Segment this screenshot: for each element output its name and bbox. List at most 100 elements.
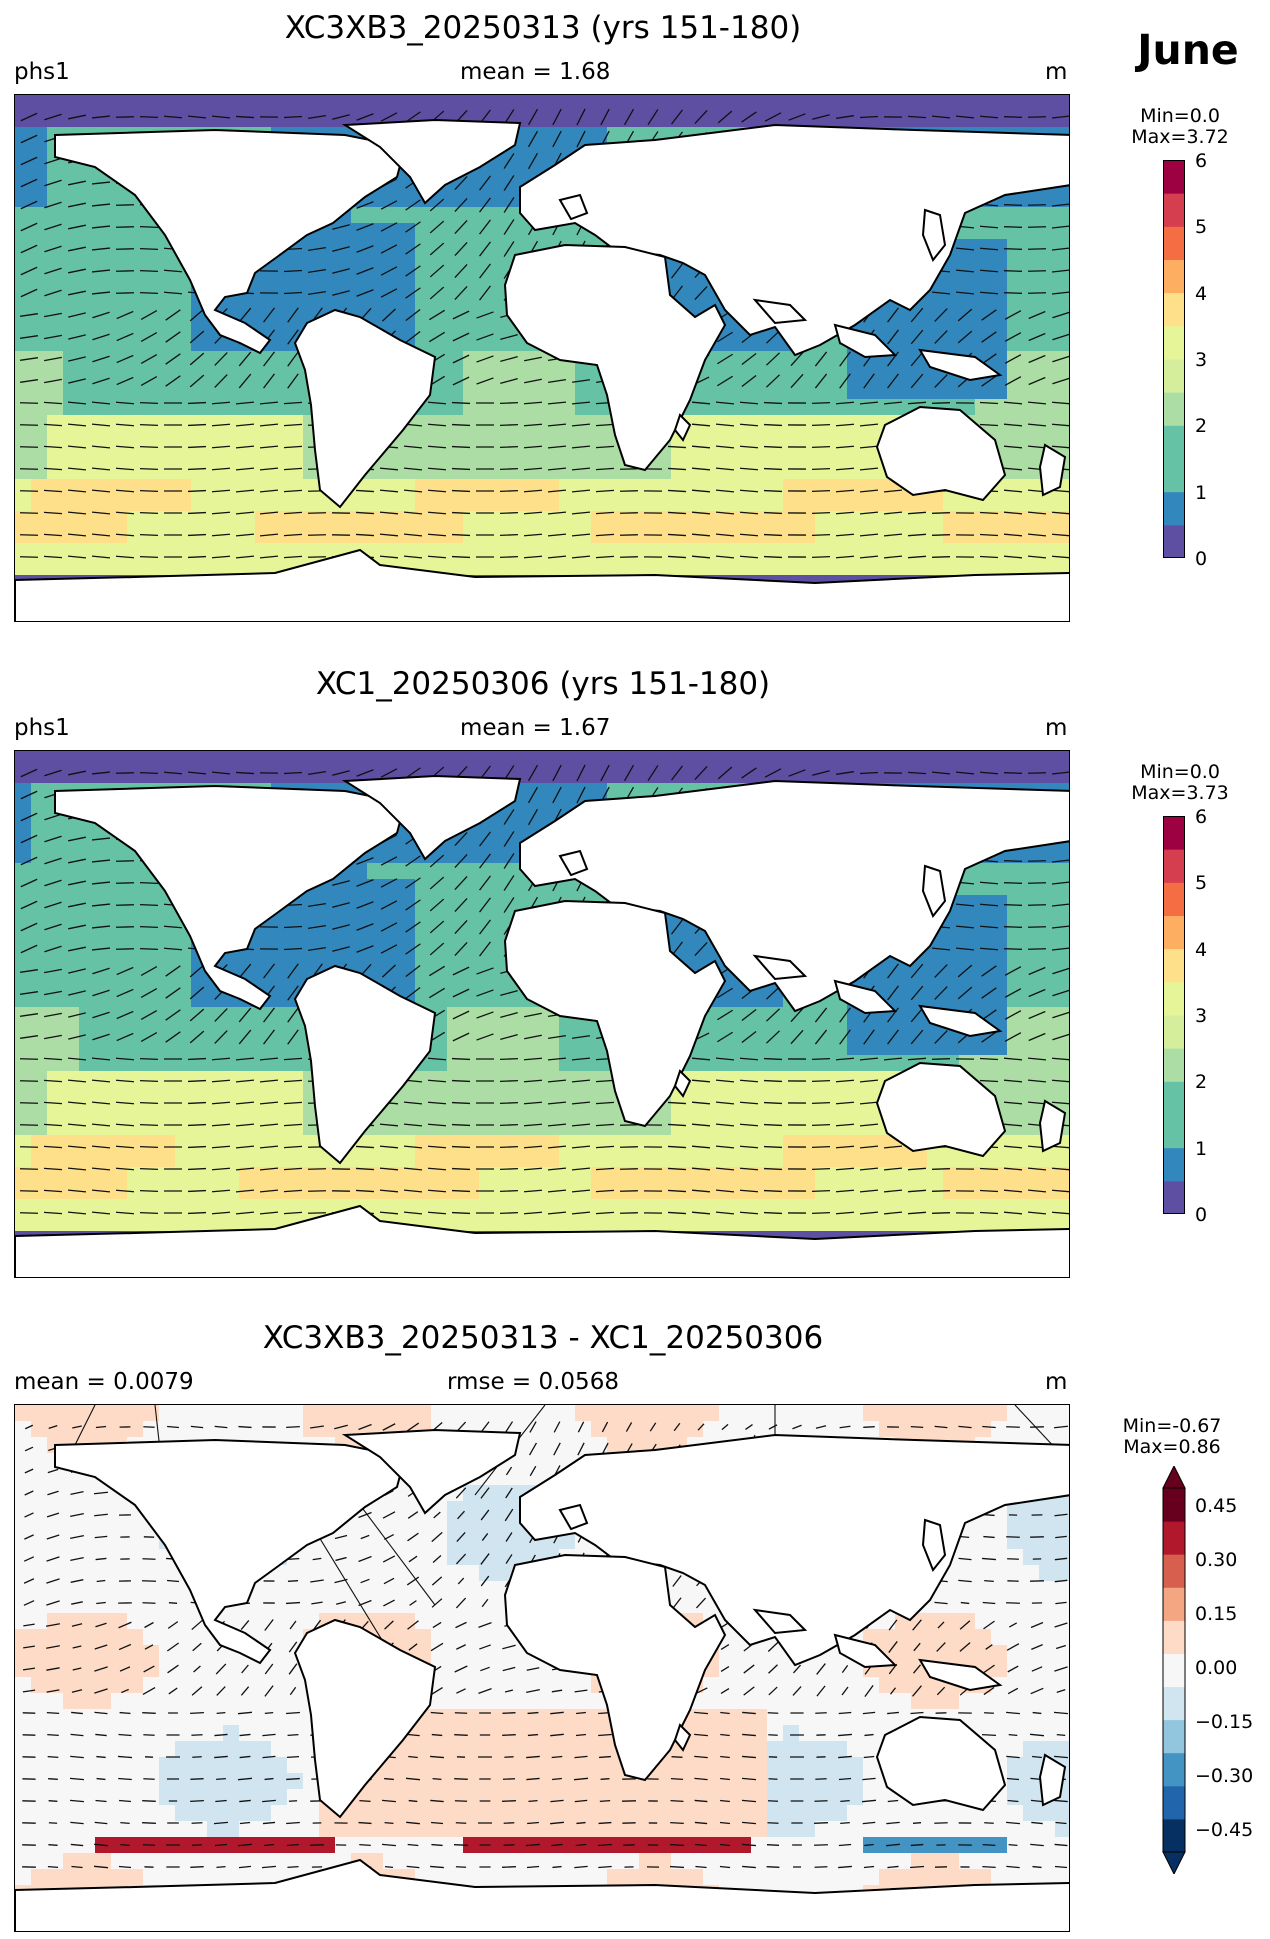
direction-arrow [957, 330, 973, 344]
field-cell [543, 143, 560, 160]
field-cell [895, 335, 912, 352]
field-cell [31, 991, 48, 1008]
direction-arrow [67, 445, 87, 449]
field-cell [607, 95, 624, 112]
field-cell [751, 447, 768, 464]
field-cell [655, 1183, 672, 1200]
field-cell [495, 847, 512, 864]
direction-arrow [524, 356, 542, 362]
field-cell [991, 767, 1008, 784]
direction-arrow [139, 467, 159, 471]
field-cell [415, 863, 432, 880]
field-cell [927, 1167, 944, 1184]
field-cell [335, 751, 352, 768]
field-cell [1007, 863, 1024, 880]
field-cell [607, 527, 624, 544]
field-cell [15, 399, 32, 416]
direction-arrow [405, 199, 421, 211]
field-cell [383, 271, 400, 288]
panel1-tick-2: 2 [1195, 415, 1208, 437]
field-cell [47, 1135, 64, 1152]
field-cell [527, 767, 544, 784]
field-cell [63, 927, 80, 944]
field-cell [911, 303, 928, 320]
field-cell [95, 991, 112, 1008]
field-cell [383, 1119, 400, 1136]
field-cell [687, 767, 704, 784]
field-cell [623, 95, 640, 112]
field-cell [783, 1087, 800, 1104]
field-cell [1055, 255, 1069, 272]
direction-arrow [140, 354, 158, 364]
field-cell [495, 319, 512, 336]
field-cell [687, 511, 704, 528]
field-cell [991, 527, 1008, 544]
field-cell [415, 1103, 432, 1120]
field-cell [15, 383, 32, 400]
direction-arrow [187, 423, 207, 427]
field-cell [15, 1135, 32, 1152]
field-cell [479, 927, 496, 944]
field-cell [831, 399, 848, 416]
direction-arrow [766, 374, 780, 388]
direction-arrow [1003, 204, 1023, 206]
field-cell [79, 111, 96, 128]
field-cell [367, 495, 384, 512]
field-cell [271, 319, 288, 336]
field-cell [735, 1151, 752, 1168]
field-cell [799, 1039, 816, 1056]
field-cell [479, 1023, 496, 1040]
field-cell [191, 751, 208, 768]
field-cell [31, 271, 48, 288]
field-cell [591, 479, 608, 496]
field-cell [31, 255, 48, 272]
field-cell [735, 463, 752, 480]
direction-arrow [452, 332, 470, 342]
field-cell [943, 287, 960, 304]
direction-arrow [283, 533, 303, 537]
field-cell [191, 431, 208, 448]
field-cell [287, 911, 304, 928]
field-cell [911, 751, 928, 768]
field-cell [1007, 271, 1024, 288]
field-cell [175, 111, 192, 128]
field-cell [255, 367, 272, 384]
field-cell [735, 1023, 752, 1040]
field-cell [1007, 895, 1024, 912]
field-cell [943, 1167, 960, 1184]
field-cell [95, 191, 112, 208]
field-cell [991, 1039, 1008, 1056]
field-cell [591, 127, 608, 144]
field-cell [447, 1023, 464, 1040]
field-cell [1023, 975, 1040, 992]
field-cell [575, 447, 592, 464]
field-cell [383, 751, 400, 768]
field-cell [287, 1055, 304, 1072]
field-cell [479, 271, 496, 288]
field-cell [831, 1055, 848, 1072]
direction-arrow [499, 445, 519, 449]
field-cell [303, 751, 320, 768]
field-cell [783, 1055, 800, 1072]
field-cell [463, 1135, 480, 1152]
direction-arrow [503, 197, 515, 213]
direction-arrow [499, 555, 519, 559]
field-cell [175, 1007, 192, 1024]
direction-arrow [379, 533, 399, 537]
field-cell [815, 1087, 832, 1104]
panel1-colorbar [1163, 160, 1185, 559]
direction-arrow [211, 533, 231, 537]
field-cell [703, 447, 720, 464]
field-cell [95, 95, 112, 112]
field-cell [143, 271, 160, 288]
direction-arrow [910, 373, 924, 389]
field-cell [959, 287, 976, 304]
field-cell [975, 399, 992, 416]
direction-arrow [934, 374, 948, 388]
field-cell [191, 1103, 208, 1120]
field-cell [879, 303, 896, 320]
direction-arrow [934, 308, 948, 322]
field-cell [975, 255, 992, 272]
direction-arrow [44, 157, 62, 165]
field-cell [703, 527, 720, 544]
